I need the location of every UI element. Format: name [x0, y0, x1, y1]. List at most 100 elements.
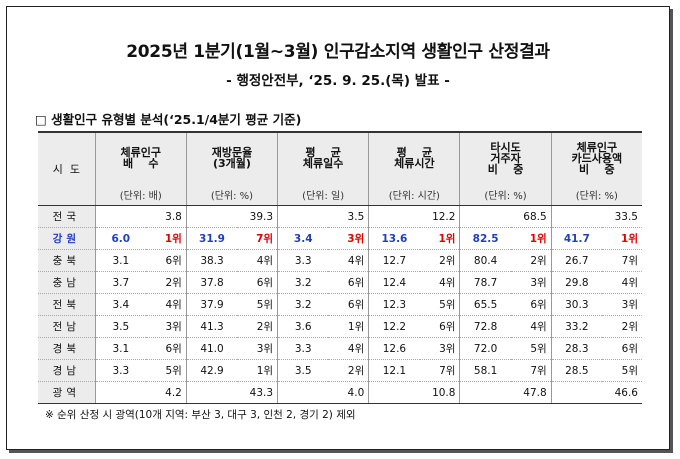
region: 충북	[38, 249, 96, 272]
rank: 2위	[602, 315, 642, 338]
rank: 6위	[602, 337, 642, 360]
rank: 7위	[510, 359, 552, 382]
column-header: 평 균 체류시간	[368, 131, 460, 183]
rank: 5위	[237, 293, 278, 316]
rank: 1위	[328, 315, 369, 338]
data-row: 전남 3.5 3위 41.3 2위 3.6 1위 12.2 6위 72.8 4위 33.2 2위	[38, 315, 642, 338]
rank: 7위	[602, 249, 642, 272]
value: 42.9	[185, 359, 238, 382]
value: 10.8	[368, 381, 460, 404]
rank: 3위	[237, 337, 278, 360]
data-row: 전국 3.8 39.3 3.5 12.2 68.5 33.5	[38, 205, 642, 228]
column-header-line: 평 균	[396, 146, 433, 159]
column-header-line: 비 중	[487, 162, 524, 176]
column-header: 체류인구 카드사용액 비 중	[550, 131, 642, 183]
value: 12.7	[368, 249, 420, 272]
rank: 2위	[419, 249, 460, 272]
value: 82.5	[459, 227, 511, 250]
value: 3.8	[94, 205, 187, 228]
value: 46.6	[550, 381, 642, 404]
section-heading: □ 생활인구 유형별 분석(‘25.1/4분기 평균 기준)	[35, 112, 302, 127]
rank: 3위	[145, 315, 187, 338]
region: 충남	[38, 271, 96, 294]
value: 65.5	[459, 293, 511, 316]
value: 26.7	[550, 249, 602, 272]
value: 39.3	[185, 205, 278, 228]
column-header-line: 체류일수	[302, 157, 344, 170]
data-row: 충남 3.7 2위 37.8 6위 3.2 6위 12.4 4위 78.7 3위 29.8 4위	[38, 271, 642, 294]
data-row: 경남 3.3 5위 42.9 1위 3.5 2위 12.1 7위 58.1 7위 28.5 5위	[38, 359, 642, 382]
value: 3.1	[94, 337, 146, 360]
subtitle: - 행정안전부, ‘25. 9. 25.(목) 발표 -	[226, 73, 450, 89]
data-row: 경북 3.1 6위 41.0 3위 3.3 4위 12.6 3위 72.0 5위 28.3 6위	[38, 337, 642, 360]
column-header-line: 비 중	[579, 162, 615, 176]
value: 47.8	[459, 381, 552, 404]
value: 3.1	[94, 249, 146, 272]
column-header-line: 타시도	[490, 140, 521, 154]
value: 3.4	[277, 227, 329, 250]
rank: 3위	[328, 227, 369, 250]
column-header-line: 평 균	[305, 146, 341, 159]
rank: 1위	[419, 227, 460, 250]
column-header-line: (3개월)	[212, 157, 251, 170]
rank: 6위	[328, 293, 369, 316]
result-table: 시 도 체류인구 배 수 재방문율 (3개월) 평 균 체류일수 평 균 체류시간 타시도 거주자 비…	[38, 131, 642, 404]
column-header-line: 재방문율	[211, 146, 253, 159]
value: 3.2	[277, 271, 329, 294]
value: 3.5	[94, 315, 146, 338]
rank: 4위	[328, 337, 369, 360]
region: 경북	[38, 337, 96, 360]
value: 30.3	[550, 293, 602, 316]
region: 경남	[38, 359, 96, 382]
value: 41.7	[550, 227, 602, 250]
region: 강원	[38, 227, 96, 250]
value: 4.2	[94, 381, 187, 404]
value: 38.3	[185, 249, 238, 272]
title: 2025년 1분기(1월~3월) 인구감소지역 생활인구 산정결과	[126, 42, 550, 62]
value: 41.3	[185, 315, 238, 338]
column-header-line: 배 수	[122, 157, 159, 170]
value: 43.3	[185, 381, 278, 404]
rank: 1위	[145, 227, 187, 250]
rank: 4위	[602, 271, 642, 294]
unit-label: (단위: %)	[550, 183, 642, 206]
value: 68.5	[459, 205, 552, 228]
rank: 4위	[237, 249, 278, 272]
unit-label: (단위: 일)	[277, 183, 369, 206]
value: 12.2	[368, 205, 460, 228]
data-row: 충북 3.1 6위 38.3 4위 3.3 4위 12.7 2위 80.4 2위 26.7 7위	[38, 249, 642, 272]
column-header-line: 거주자	[490, 151, 521, 165]
rank: 6위	[145, 249, 187, 272]
value: 13.6	[368, 227, 420, 250]
unit-label: (단위: %)	[185, 183, 278, 206]
rank: 3위	[602, 293, 642, 316]
value: 37.9	[185, 293, 238, 316]
region: 전남	[38, 315, 96, 338]
rank: 3위	[510, 271, 552, 294]
rank: 7위	[419, 359, 460, 382]
data-row: 전북 3.4 4위 37.9 5위 3.2 6위 12.3 5위 65.5 6위 30.3 3위	[38, 293, 642, 316]
rank: 1위	[237, 359, 278, 382]
unit-label: (단위: 배)	[94, 183, 187, 206]
rank: 4위	[510, 315, 552, 338]
value: 12.1	[368, 359, 420, 382]
value: 72.8	[459, 315, 511, 338]
value: 80.4	[459, 249, 511, 272]
value: 3.5	[277, 205, 369, 228]
rank: 1위	[510, 227, 552, 250]
column-header: 체류인구 배 수	[94, 131, 187, 183]
value: 12.3	[368, 293, 420, 316]
value: 12.6	[368, 337, 420, 360]
value: 33.5	[550, 205, 642, 228]
value: 72.0	[459, 337, 511, 360]
header-row: 시 도 체류인구 배 수 재방문율 (3개월) 평 균 체류일수 평 균 체류시간 타시도 거주자 비…	[38, 131, 642, 206]
data-row: 광역 4.2 43.3 4.0 10.8 47.8 46.6	[38, 381, 642, 404]
value: 3.6	[277, 315, 329, 338]
value: 3.3	[277, 249, 329, 272]
rank: 6위	[328, 271, 369, 294]
value: 6.0	[94, 227, 146, 250]
value: 3.3	[94, 359, 146, 382]
value: 3.3	[277, 337, 329, 360]
table-body: 전국 3.8 39.3 3.5 12.2 68.5 33.5 강원 6.0 1위 31.9 7위 3.4…	[38, 205, 642, 404]
rank: 5위	[510, 337, 552, 360]
